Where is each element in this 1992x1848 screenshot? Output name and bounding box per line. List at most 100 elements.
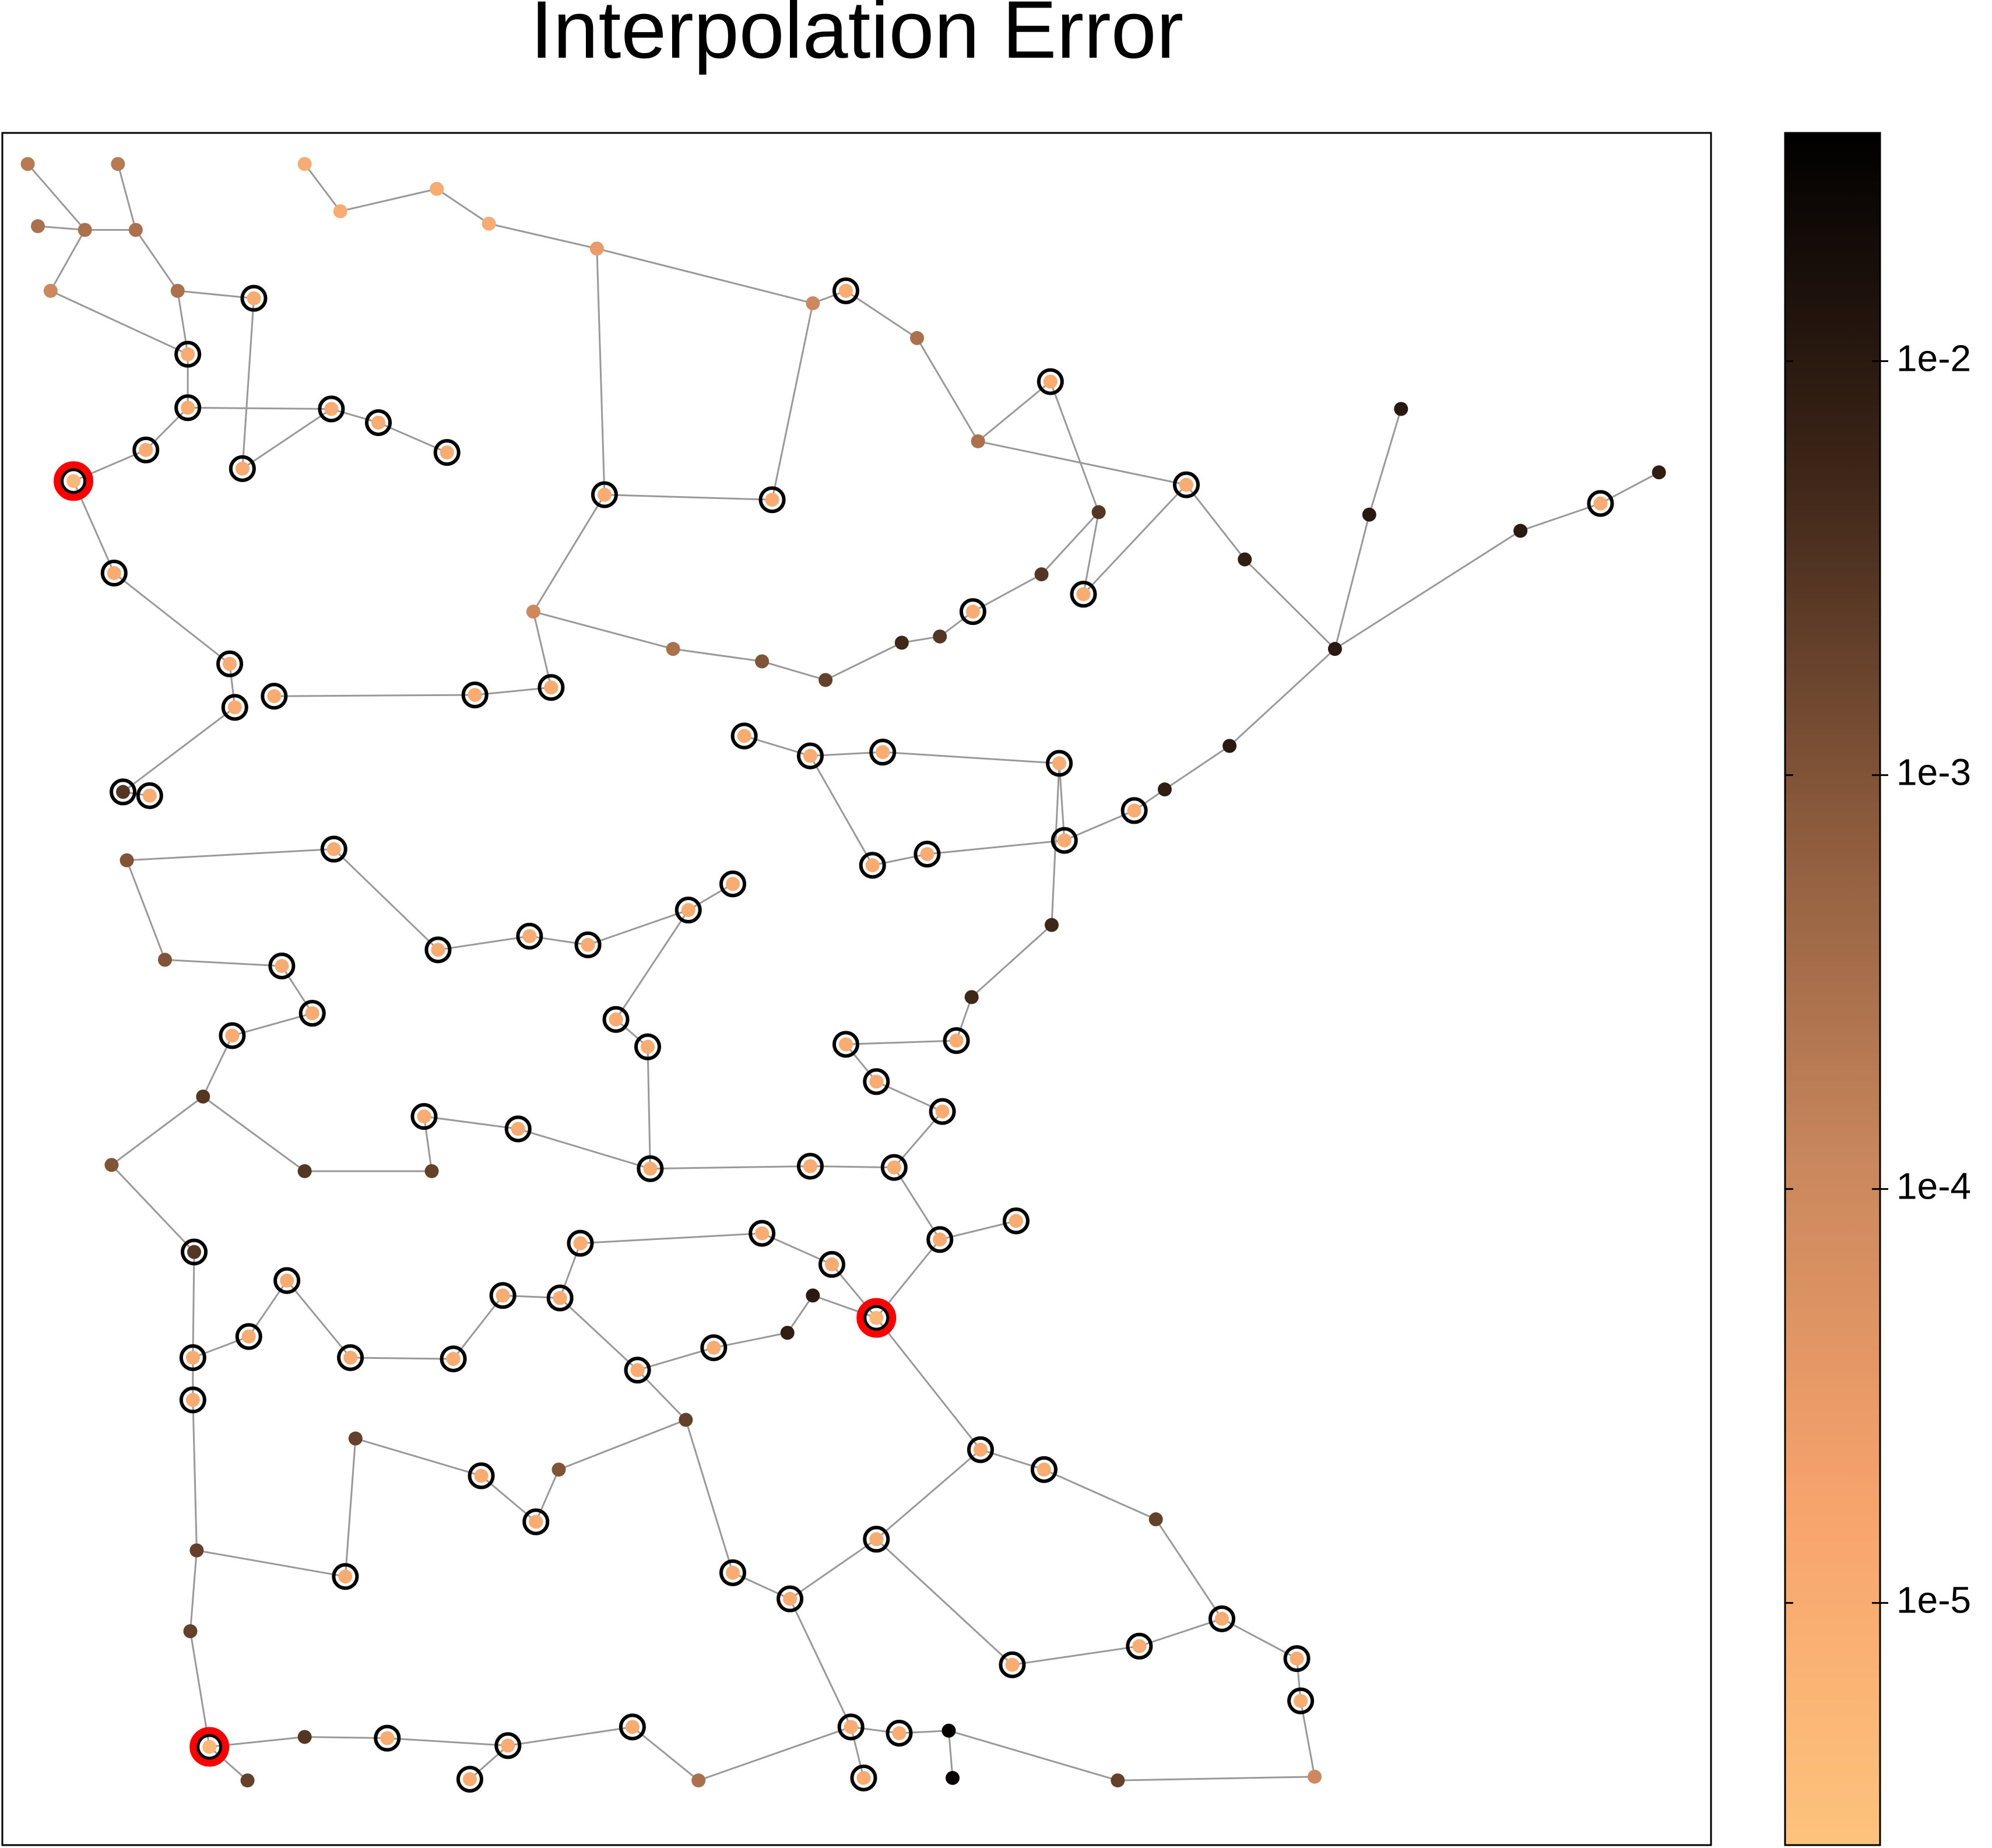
edge	[596, 247, 813, 304]
edge	[117, 163, 137, 230]
node	[838, 283, 853, 298]
node	[1057, 833, 1071, 848]
node	[737, 729, 751, 743]
edge	[876, 1317, 982, 1450]
sampled-ring	[424, 936, 452, 964]
sampled-ring	[132, 436, 160, 463]
node	[187, 1245, 202, 1259]
edge	[202, 1095, 305, 1172]
node	[440, 445, 454, 460]
edge	[1083, 512, 1100, 595]
colorbar: 1e-2 1e-3 1e-4 1e-5	[1784, 132, 1971, 1846]
node	[780, 1326, 795, 1340]
node	[380, 1731, 395, 1745]
node	[609, 1012, 623, 1027]
node	[305, 1006, 319, 1021]
edge	[50, 290, 188, 356]
edge	[786, 1295, 814, 1334]
node	[869, 1311, 884, 1325]
colorbar-tick-label: 1e-5	[1896, 1579, 1971, 1621]
node	[227, 700, 242, 715]
node	[869, 1532, 884, 1547]
node	[887, 1160, 901, 1175]
edge	[604, 494, 772, 501]
sampled-ring	[60, 468, 87, 495]
sampled-ring	[456, 1765, 483, 1793]
edge	[1139, 1618, 1222, 1647]
sampled-ring	[504, 1115, 532, 1143]
sampled-ring	[850, 1764, 877, 1791]
edge	[615, 909, 690, 1020]
sampled-ring	[546, 1284, 574, 1312]
edge	[559, 1297, 638, 1371]
sampled-ring	[179, 1344, 206, 1371]
sampled-ring	[700, 1334, 728, 1361]
sampled-ring	[1037, 368, 1064, 395]
node	[223, 656, 237, 671]
node	[1362, 507, 1376, 522]
node	[183, 1624, 198, 1639]
sampled-ring	[174, 394, 202, 421]
node	[803, 1159, 817, 1174]
node	[1513, 524, 1528, 538]
node	[120, 853, 134, 867]
node	[297, 157, 312, 171]
sampled-ring	[433, 439, 461, 466]
sampled-ring	[365, 409, 392, 436]
edge	[977, 381, 1051, 442]
edge	[127, 848, 334, 862]
sampled-ring	[619, 1713, 646, 1741]
edge	[559, 1243, 581, 1299]
node	[755, 1226, 770, 1241]
node	[1148, 1512, 1163, 1527]
node	[111, 157, 125, 171]
edge	[145, 407, 189, 451]
node	[1290, 1652, 1304, 1666]
node	[971, 434, 985, 448]
rings	[54, 277, 1614, 1793]
node	[501, 1738, 515, 1753]
node	[726, 877, 740, 891]
node	[920, 847, 934, 862]
edge	[893, 1167, 941, 1241]
sampled-ring	[181, 1238, 208, 1266]
node	[474, 1468, 489, 1483]
edge	[876, 1538, 1013, 1666]
edge	[899, 1730, 949, 1734]
edge	[529, 935, 588, 946]
edge	[304, 163, 341, 212]
node	[630, 1363, 645, 1378]
edge	[535, 1469, 560, 1523]
node	[755, 654, 770, 669]
node	[225, 1028, 240, 1043]
node	[910, 331, 925, 345]
node	[941, 1723, 956, 1738]
edge	[955, 996, 973, 1041]
node	[1034, 567, 1049, 582]
edge	[331, 408, 379, 424]
node	[185, 1350, 200, 1365]
sampled-ring	[602, 1006, 630, 1033]
edge	[188, 406, 332, 410]
node	[1009, 1214, 1023, 1228]
sampled-ring	[174, 340, 202, 368]
node	[526, 605, 540, 619]
sampled-ring	[219, 1022, 246, 1049]
node	[933, 1232, 947, 1247]
node	[1308, 1769, 1322, 1784]
node	[1043, 374, 1058, 389]
edge	[532, 494, 606, 612]
edge	[580, 1232, 763, 1245]
node	[1127, 803, 1141, 818]
edge	[387, 1737, 508, 1747]
node	[348, 1431, 363, 1446]
node	[326, 842, 341, 856]
node	[643, 1161, 658, 1176]
highlight-ring	[189, 1727, 230, 1767]
plot-frame	[1, 132, 1712, 1846]
edge	[1164, 745, 1230, 791]
edge	[242, 408, 332, 470]
node	[43, 283, 58, 298]
node	[803, 749, 817, 763]
